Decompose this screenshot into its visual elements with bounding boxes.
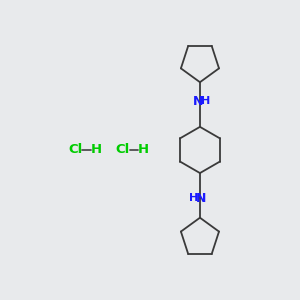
Text: H: H bbox=[90, 143, 102, 157]
Text: H: H bbox=[138, 143, 149, 157]
Text: Cl: Cl bbox=[116, 143, 130, 157]
Text: N: N bbox=[193, 95, 204, 108]
Text: N: N bbox=[196, 192, 207, 205]
Text: H: H bbox=[189, 194, 198, 203]
Text: Cl: Cl bbox=[68, 143, 82, 157]
Text: H: H bbox=[202, 96, 211, 106]
